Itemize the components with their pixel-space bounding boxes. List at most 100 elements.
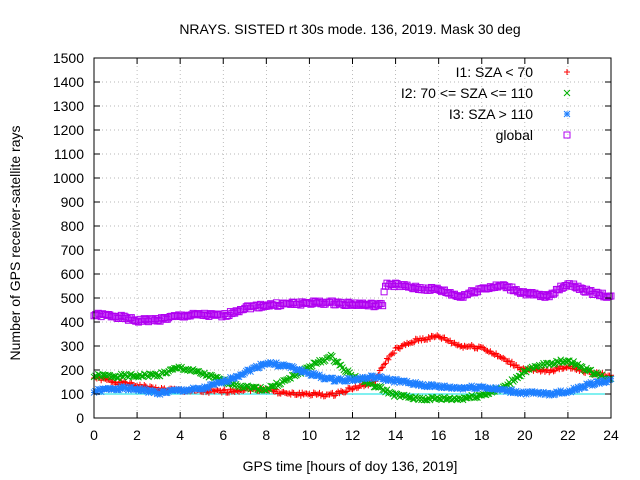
i3-sza-110-point (153, 390, 161, 398)
i1-sza-70-point (214, 386, 221, 393)
grid-layer (94, 58, 611, 418)
i2-70-sza-110-point (442, 395, 450, 403)
i1-sza-70-point (414, 336, 421, 343)
i1-sza-70-point (427, 336, 434, 343)
i1-sza-70-point (461, 342, 468, 349)
i2-70-sza-110-point (570, 358, 578, 365)
x-tick-label: 12 (345, 427, 361, 443)
i1-sza-70-point (381, 361, 388, 368)
i2-70-sza-110-point (329, 352, 336, 360)
i2-70-sza-110-point (120, 370, 128, 378)
i2-70-sza-110-point (531, 362, 539, 370)
i1-sza-70-point (493, 350, 500, 357)
i1-sza-70-point (391, 350, 398, 357)
legend-label-i1-sza-70: I1: SZA < 70 (456, 64, 534, 80)
i2-70-sza-110-point (192, 368, 200, 376)
legend-label-i2-70-sza-110: I2: 70 <= SZA <= 110 (401, 85, 533, 101)
i1-sza-70-point (396, 345, 403, 352)
i1-sza-70-point (485, 349, 492, 356)
i2-70-sza-110-point (250, 383, 257, 391)
i3-sza-110-point (296, 365, 303, 373)
i1-sza-70-point (349, 386, 356, 393)
x-tick-label: 16 (431, 427, 447, 443)
i3-sza-110-point (222, 378, 230, 386)
tick-layer: 0100200300400500600700800900100011001200… (53, 50, 619, 443)
legend-marker-i3-sza-110 (563, 110, 571, 118)
legend-label-i3-sza-110: I3: SZA > 110 (449, 106, 533, 122)
i1-sza-70-point (383, 355, 390, 362)
y-tick-label: 400 (61, 314, 85, 330)
i1-sza-70-point (306, 391, 313, 398)
y-tick-label: 1300 (53, 98, 84, 114)
i3-sza-110-point (231, 375, 239, 382)
i3-sza-110-point (604, 376, 612, 384)
i2-70-sza-110-point (171, 364, 178, 372)
i3-sza-110-point (119, 385, 127, 393)
y-tick-label: 100 (61, 386, 85, 402)
i3-sza-110-point (514, 389, 522, 397)
i3-sza-110-point (527, 388, 534, 396)
i1-sza-70-point (343, 388, 350, 395)
y-tick-label: 300 (61, 338, 85, 354)
i2-70-sza-110-point (130, 372, 138, 380)
x-tick-label: 18 (474, 427, 490, 443)
x-tick-label: 2 (133, 427, 141, 443)
i3-sza-110-point (426, 383, 434, 391)
x-tick-label: 10 (302, 427, 318, 443)
x-tick-label: 14 (388, 427, 404, 443)
x-tick-label: 6 (219, 427, 227, 443)
i3-sza-110-point (258, 362, 266, 370)
i3-sza-110-point (247, 368, 254, 376)
i3-sza-110-point (399, 377, 407, 385)
i1-sza-70-point (409, 339, 416, 346)
i2-70-sza-110-point (166, 366, 174, 374)
i1-sza-70-point (411, 338, 418, 345)
chart-title: NRAYS. SISTED rt 30s mode. 136, 2019. Ma… (179, 21, 520, 37)
i1-sza-70-point (386, 352, 393, 359)
i3-sza-110-point (255, 364, 263, 372)
x-tick-label: 20 (517, 427, 533, 443)
i1-sza-70-point (385, 356, 392, 363)
i3-sza-110-point (252, 362, 260, 370)
i2-70-sza-110-point (194, 367, 201, 375)
i1-sza-70-point (550, 368, 557, 375)
i3-sza-110-point (199, 385, 207, 393)
i3-sza-110-point (489, 385, 497, 393)
i3-sza-110-point (509, 389, 517, 397)
i1-sza-70-point (500, 354, 507, 361)
y-tick-label: 1200 (53, 122, 84, 138)
global-point (377, 300, 385, 308)
i1-sza-70-point (497, 354, 504, 361)
x-axis-label: GPS time [hours of doy 136, 2019] (243, 458, 458, 474)
i3-sza-110-point (273, 359, 280, 367)
series-layer (90, 279, 615, 404)
y-tick-label: 700 (61, 242, 85, 258)
i3-sza-110-point (410, 381, 418, 388)
legend-marker-i2-70-sza-110 (563, 89, 571, 97)
i1-sza-70-point (518, 366, 525, 373)
i1-sza-70-point (513, 361, 520, 368)
y-tick-label: 500 (61, 290, 85, 306)
i3-sza-110-point (547, 390, 555, 398)
i1-sza-70-point (438, 335, 445, 342)
i1-sza-70-point (303, 390, 310, 397)
i1-sza-70-point (394, 344, 401, 351)
i1-sza-70-point (501, 355, 508, 362)
i3-sza-110-point (125, 386, 132, 394)
i3-sza-110-point (221, 376, 229, 383)
i3-sza-110-point (308, 371, 316, 379)
i3-sza-110-point (205, 384, 213, 392)
i3-sza-110-point (568, 387, 576, 395)
i3-sza-110-point (344, 374, 352, 382)
i3-sza-110-point (96, 386, 104, 393)
i3-sza-110-point (522, 390, 530, 398)
y-tick-label: 0 (76, 410, 84, 426)
i1-sza-70-point (378, 365, 385, 372)
i1-sza-70-point (221, 386, 228, 393)
i3-sza-110-point (573, 386, 580, 394)
legend-marker-global (563, 131, 571, 139)
i3-sza-110-point (474, 385, 481, 393)
global-point (379, 302, 387, 310)
i2-70-sza-110-point (471, 394, 478, 402)
